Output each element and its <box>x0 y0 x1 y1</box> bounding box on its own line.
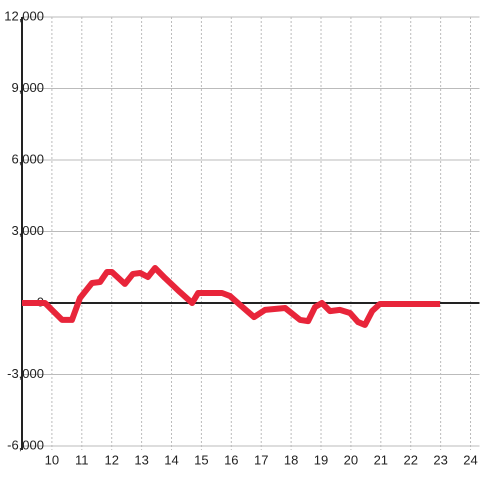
x-tick-label: 14 <box>164 452 178 467</box>
x-tick-label: 13 <box>134 452 148 467</box>
y-tick-label: 3,000 <box>11 223 44 238</box>
y-tick-label: -3,000 <box>7 366 44 381</box>
x-tick-label: 17 <box>254 452 268 467</box>
x-tick-label: 19 <box>314 452 328 467</box>
x-tick-label: 20 <box>344 452 358 467</box>
x-tick-label: 16 <box>224 452 238 467</box>
x-tick-label: 22 <box>403 452 417 467</box>
x-tick-label: 11 <box>75 452 89 467</box>
x-tick-label: 18 <box>284 452 298 467</box>
y-tick-label: 12,000 <box>4 8 44 23</box>
x-tick-label: 10 <box>45 452 59 467</box>
x-tick-label: 12 <box>104 452 118 467</box>
y-tick-label: 6,000 <box>11 151 44 166</box>
y-tick-label: 9,000 <box>11 80 44 95</box>
data-line <box>22 264 441 328</box>
x-tick-label: 24 <box>463 452 477 467</box>
x-tick-label: 15 <box>194 452 208 467</box>
x-tick-label: 23 <box>433 452 447 467</box>
x-tick-label: 21 <box>374 452 388 467</box>
y-tick-label: -6,000 <box>7 437 44 452</box>
